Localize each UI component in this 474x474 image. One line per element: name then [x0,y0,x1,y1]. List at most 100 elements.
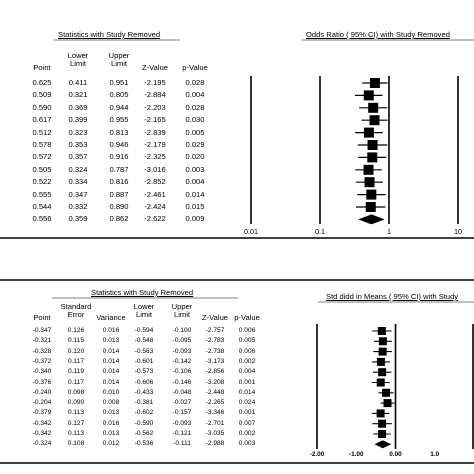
table-2-cell: -0.602 [134,409,154,417]
table-1-cell: 0.572 [32,152,52,162]
table-2-cell: -0.573 [134,368,154,376]
table-1-cell: -2.179 [144,140,166,149]
table-2-cell: 0.001 [238,409,256,417]
table-2-cell: 0.126 [67,327,85,334]
table-2-cell: 0.014 [102,368,120,376]
table-2-cell: 0.098 [67,388,85,396]
plot-1-tick-label: 0.1 [315,227,325,236]
table-1-cell: -2.195 [144,78,166,87]
table-1-cell: 0.944 [109,102,129,112]
table-1-cell: 0.324 [68,164,88,174]
table-1-cell: 0.004 [185,177,205,187]
table-1-column-header: Limit [110,59,128,68]
table-1-cell: 0.359 [68,214,88,224]
table-2-cell: -0.142 [172,357,192,365]
table-1-cell: 0.617 [32,115,52,125]
plot-2-tick-label: -2.00 [309,451,325,458]
table-2-cell: -0.563 [134,347,154,355]
table-2-cell: -0.548 [134,337,154,345]
table-1-cell: 0.357 [68,152,88,162]
table-1-cell: 0.946 [109,140,129,149]
table-2-cell: -0.562 [134,430,154,437]
plot-1-point-marker [367,152,378,163]
table-2-column-header: Standard [60,302,92,311]
plot-2-point-marker [378,368,387,377]
table-2-cell: -0.324 [32,440,52,448]
table-2-cell: 0.016 [102,327,120,334]
plot-2-point-marker [376,357,385,366]
plot-1-point-marker [365,202,376,212]
table-1-cell: 0.512 [32,127,52,137]
table-2-cell: -0.100 [172,327,192,334]
plot-1-point-marker [363,90,374,101]
table-1-cell: 0.347 [68,189,88,199]
table-1-cell: 0.578 [32,140,52,149]
table-1-cell: 0.522 [32,177,52,187]
table-1-column-header: Limit [69,59,87,68]
table-1-cell: 0.321 [68,90,88,100]
table-2-cell: 0.117 [67,378,84,386]
plot-2-title: Std didd in Means ( 95% CI) with Study [326,292,459,301]
plot-1-point-marker [366,189,377,200]
plot-2-point-marker [383,399,392,408]
table-2-cell: 0.113 [67,409,84,417]
table-1-column-header: Z-Value [141,63,169,72]
table-2-cell: 0.013 [102,430,120,437]
plot-2-summary-diamond [374,440,392,449]
table-2-cell: -0.433 [134,388,154,396]
table-1-cell: 0.003 [185,164,205,174]
table-2-cell: -0.381 [134,399,154,407]
table-1-cell: -2.165 [144,115,166,125]
table-1-cell: 0.887 [109,189,129,199]
table-1-cell: 0.556 [32,214,52,224]
plot-1-point-marker [369,115,380,126]
plot-2-point-marker [378,347,387,356]
plot-1-tick-label: 1 [387,227,391,236]
table-2-cell: -2.856 [205,368,225,376]
table-1-cell: 0.890 [109,202,129,211]
table-2-cell: 0.014 [238,388,256,396]
table-2-cell: 0.127 [67,419,85,427]
table-2-cell: -0.121 [172,430,192,437]
table-1-title: Statistics with Study Removed [58,30,161,39]
table-2-cell: -0.340 [32,368,52,376]
table-1-cell: 0.028 [185,78,205,87]
table-2-cell: -0.601 [134,357,154,365]
table-2-cell: -0.027 [172,399,192,407]
table-2-cell: 0.012 [102,440,120,448]
table-2-cell: 0.108 [67,440,85,448]
table-1-cell: 0.029 [185,140,205,149]
table-2-cell: 0.006 [238,347,256,355]
plot-1-title: Odds Ratio ( 95% CI) with Study Removed [306,30,450,39]
table-2-cell: -0.106 [172,368,192,376]
plot-2-tick-label: 1.0 [430,451,440,458]
table-2-cell: 0.016 [102,419,120,427]
table-2-cell: -0.372 [32,357,52,365]
plot-2-marks [316,324,474,449]
plot-2-tick-label: -1.00 [348,451,364,458]
table-1-cell: 0.813 [109,127,129,137]
table-2-cell: 0.007 [238,419,256,427]
table-2-column-header: p-Value [234,313,260,322]
plot-2-point-marker [378,337,387,346]
plot-1-point-marker [368,102,379,113]
table-1-cell: 0.005 [185,127,205,137]
table-2-cell: 0.004 [238,368,256,376]
table-2-cell: -0.095 [172,337,192,345]
table-2-column-header: Upper [171,302,193,311]
table-2-cell: 0.008 [102,399,120,407]
table-2-cell: -2.783 [205,337,225,345]
table-2-cell: -0.594 [134,327,154,334]
table-1-cell: -2.424 [144,202,166,211]
table-2-cell: -2.757 [205,327,225,334]
table-2-cell: 0.014 [102,347,120,355]
table-2-cell: 0.014 [102,378,120,386]
plot-2-point-marker [377,327,386,335]
plot-1-point-marker [369,78,380,88]
table-2-cell: 0.113 [67,430,84,437]
table-2-cell: -2.738 [205,347,225,355]
table-2-cell: -0.204 [32,399,52,407]
plot-1-point-marker [364,177,375,188]
table-2-cell: 0.002 [238,357,256,365]
plot-1-summary-diamond [358,214,385,225]
